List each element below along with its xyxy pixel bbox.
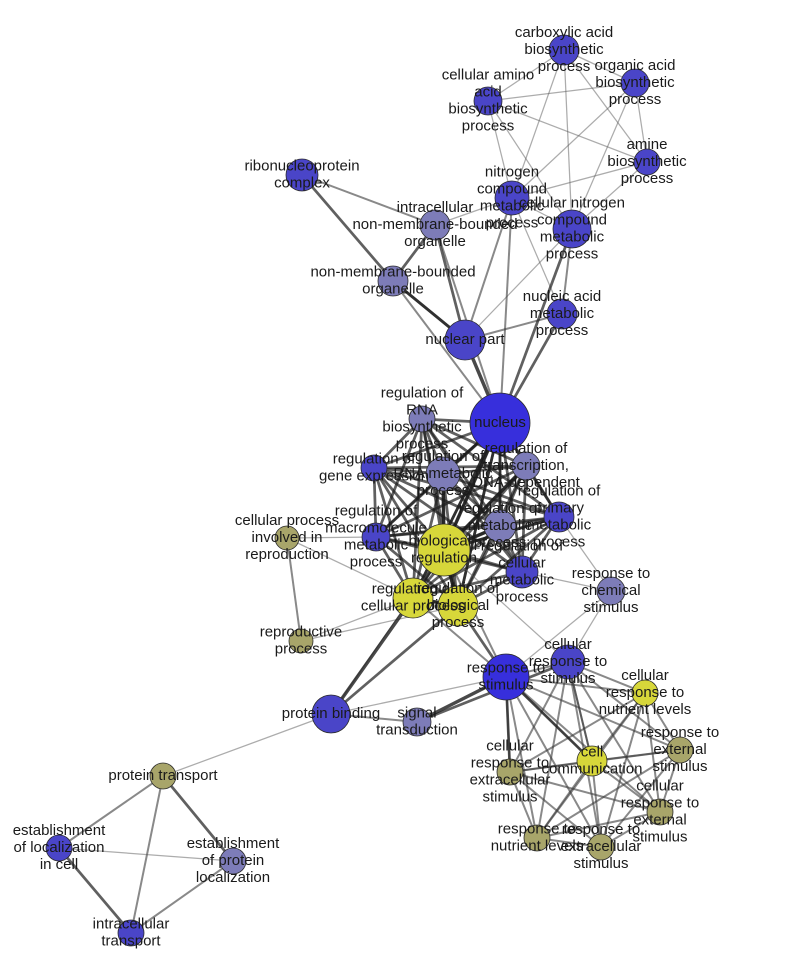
svg-text:biosynthetic: biosynthetic [524,41,604,58]
svg-text:response to: response to [621,794,699,811]
svg-text:compound: compound [537,211,607,228]
svg-text:involved in: involved in [252,529,323,546]
svg-text:metabolic: metabolic [540,228,605,245]
svg-text:ribonucleoprotein: ribonucleoprotein [244,157,359,174]
svg-text:in cell: in cell [40,856,78,873]
svg-text:biological: biological [427,597,490,614]
svg-text:regulation of: regulation of [485,440,568,457]
svg-text:process: process [536,322,589,339]
svg-text:stimulus: stimulus [540,670,595,687]
svg-text:response to: response to [572,565,650,582]
svg-text:RNA metabolic: RNA metabolic [393,465,493,482]
svg-text:transport: transport [101,932,161,949]
svg-text:stimulus: stimulus [573,855,628,872]
svg-text:biosynthetic: biosynthetic [607,153,687,170]
svg-text:carboxylic acid: carboxylic acid [515,24,613,41]
svg-text:transduction: transduction [376,721,458,738]
svg-text:cellular: cellular [544,636,592,653]
svg-text:nucleus: nucleus [474,414,526,431]
svg-text:reproductive: reproductive [260,623,343,640]
svg-text:protein binding: protein binding [282,705,380,722]
svg-text:external: external [633,811,686,828]
svg-text:stimulus: stimulus [478,676,533,693]
svg-text:process: process [609,91,662,108]
svg-text:response to: response to [471,754,549,771]
svg-text:nuclear part: nuclear part [425,331,505,348]
svg-text:regulation of: regulation of [417,580,500,597]
svg-text:response to: response to [641,724,719,741]
svg-text:process: process [462,117,515,134]
svg-text:complex: complex [274,174,330,191]
svg-text:localization: localization [196,869,270,886]
svg-text:biosynthetic: biosynthetic [448,100,528,117]
svg-text:of protein: of protein [202,852,265,869]
svg-text:regulation of: regulation of [518,482,601,499]
svg-text:extracellular: extracellular [470,771,551,788]
svg-text:establishment: establishment [13,822,106,839]
svg-text:regulation of: regulation of [335,502,418,519]
svg-text:chemical: chemical [581,582,640,599]
svg-text:cell: cell [581,743,604,760]
svg-text:primary: primary [534,499,585,516]
svg-text:metabolic: metabolic [527,516,592,533]
svg-text:organic acid: organic acid [595,57,676,74]
svg-text:process: process [546,245,599,262]
svg-text:establishment: establishment [187,835,280,852]
svg-text:of localization: of localization [14,839,105,856]
svg-text:metabolic: metabolic [530,305,595,322]
svg-text:process: process [538,58,591,75]
svg-text:nucleic acid: nucleic acid [523,288,601,305]
svg-text:cellular: cellular [486,737,534,754]
svg-text:metabolic: metabolic [468,517,533,534]
svg-text:process: process [496,588,549,605]
svg-text:intracellular: intracellular [397,199,474,216]
svg-text:RNA: RNA [406,401,438,418]
svg-text:communication: communication [542,760,643,777]
svg-text:biosynthetic: biosynthetic [382,418,462,435]
svg-text:process: process [432,614,485,631]
svg-text:process: process [417,482,470,499]
svg-text:external: external [653,741,706,758]
svg-text:transcription,: transcription, [483,457,569,474]
svg-text:acid: acid [474,83,502,100]
svg-text:cellular: cellular [636,777,684,794]
svg-text:organelle: organelle [404,233,466,250]
svg-text:regulation of: regulation of [381,384,464,401]
svg-text:regulation of: regulation of [481,537,564,554]
svg-text:cellular: cellular [498,554,546,571]
svg-text:regulation of: regulation of [459,500,542,517]
svg-text:cellular process: cellular process [235,512,339,529]
svg-text:biosynthetic: biosynthetic [595,74,675,91]
svg-text:protein transport: protein transport [108,767,218,784]
svg-text:signal: signal [397,704,436,721]
svg-text:process: process [275,640,328,657]
svg-text:intracellular: intracellular [93,915,170,932]
svg-text:metabolic: metabolic [344,536,409,553]
svg-text:cellular nitrogen: cellular nitrogen [519,194,625,211]
svg-text:reproduction: reproduction [245,546,328,563]
svg-text:response to: response to [562,821,640,838]
svg-text:process: process [350,553,403,570]
svg-text:non-membrane-bounded: non-membrane-bounded [310,263,475,280]
svg-text:metabolic: metabolic [490,571,555,588]
svg-text:non-membrane-bounded: non-membrane-bounded [352,216,517,233]
svg-text:process: process [621,170,674,187]
svg-text:nitrogen: nitrogen [485,163,539,180]
svg-text:regulation: regulation [411,549,477,566]
svg-text:regulation of: regulation of [402,448,485,465]
svg-text:extracellular: extracellular [561,838,642,855]
svg-text:stimulus: stimulus [652,758,707,775]
svg-text:nutrient levels: nutrient levels [599,701,692,718]
svg-text:response to: response to [606,684,684,701]
svg-text:amine: amine [627,136,668,153]
svg-text:response to: response to [529,653,607,670]
svg-text:biological_: biological_ [409,532,481,549]
svg-text:stimulus: stimulus [482,788,537,805]
svg-text:cellular amino: cellular amino [442,66,535,83]
svg-text:organelle: organelle [362,280,424,297]
svg-text:stimulus: stimulus [583,599,638,616]
svg-text:cellular: cellular [621,667,669,684]
